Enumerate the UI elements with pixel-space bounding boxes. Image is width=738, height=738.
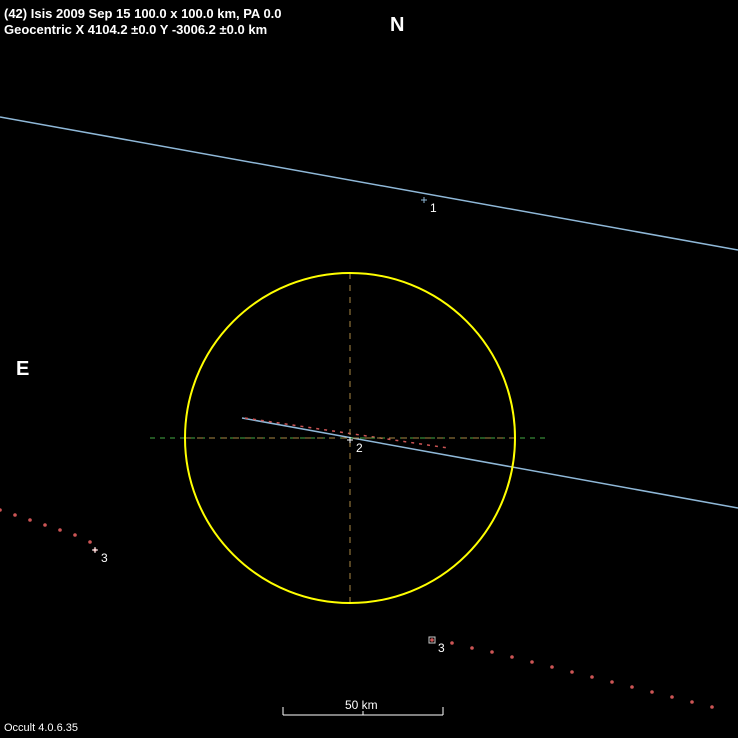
footer-version: Occult 4.0.6.35 bbox=[4, 722, 78, 734]
svg-text:2: 2 bbox=[356, 441, 363, 455]
svg-text:1: 1 bbox=[430, 201, 437, 215]
compass-north: N bbox=[390, 14, 404, 37]
header-line1: (42) Isis 2009 Sep 15 100.0 x 100.0 km, … bbox=[4, 6, 282, 21]
occultation-plot: 1 2 3 3 bbox=[0, 0, 738, 738]
svg-text:3: 3 bbox=[101, 551, 108, 565]
scale-label: 50 km bbox=[345, 698, 378, 712]
header-line2: Geocentric X 4104.2 ±0.0 Y -3006.2 ±0.0 … bbox=[4, 22, 267, 37]
compass-east: E bbox=[16, 358, 29, 381]
svg-text:3: 3 bbox=[438, 641, 445, 655]
